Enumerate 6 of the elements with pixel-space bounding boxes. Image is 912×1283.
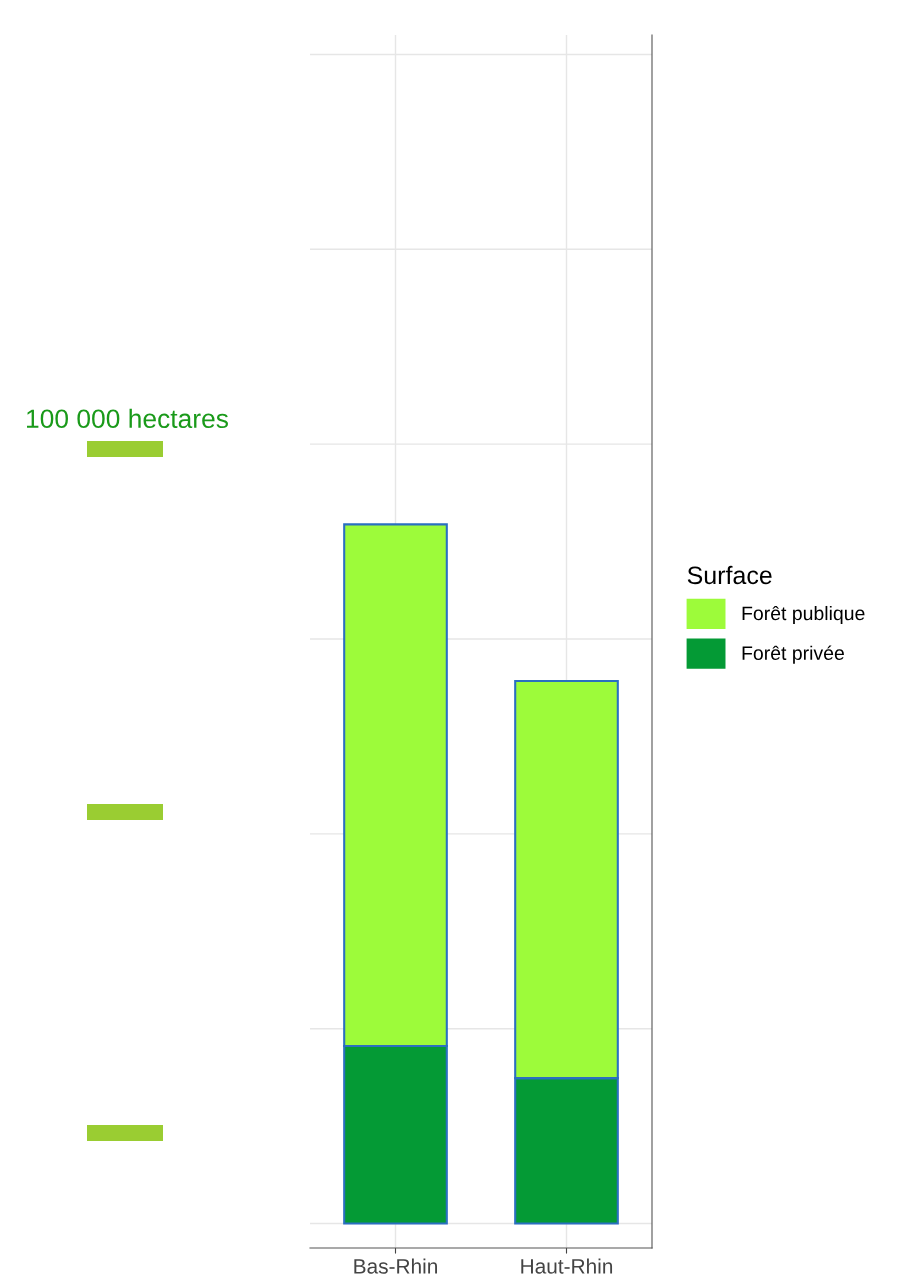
x-tick-label: Haut-Rhin xyxy=(521,1258,613,1274)
legend-label: Forêt publique xyxy=(742,605,865,625)
x-tick-label: Bas-Rhin xyxy=(354,1258,437,1274)
text: 100 000 hectares xyxy=(27,408,228,429)
legend-title: Surface xyxy=(687,565,772,585)
legend-label: Forêt privée xyxy=(742,645,844,664)
